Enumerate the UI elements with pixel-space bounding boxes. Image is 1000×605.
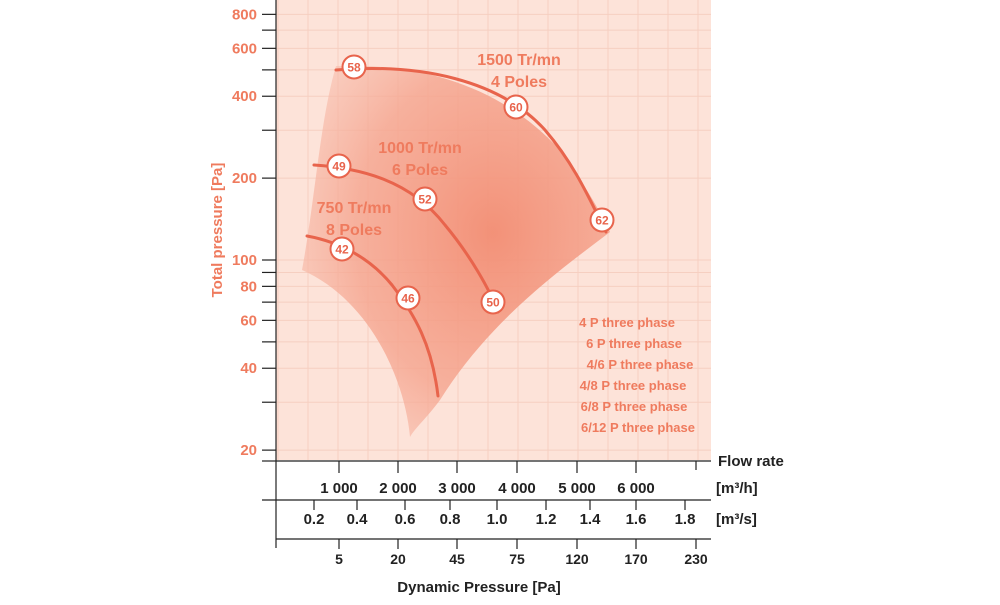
x-ticks: 1 000 2 000 3 000 4 000 5 000 6 000 0.2 0.4 0.6 0… xyxy=(304,461,708,567)
legend-line: 6 P three phase xyxy=(586,336,682,351)
speed-curve-1500 xyxy=(334,67,608,234)
x-tick-label-m3h: 4 000 xyxy=(498,480,536,497)
speed-curve-1000 xyxy=(312,163,500,314)
y-tick-label: 60 xyxy=(240,312,257,329)
noise-marker-label: 62 xyxy=(595,214,609,228)
x-tick-label-dynamic-pressure: 45 xyxy=(449,551,465,567)
flow-rate-title: Flow rate xyxy=(718,453,784,470)
x-tick-label-m3s: 0.8 xyxy=(440,511,461,528)
x-tick-label-m3h: 5 000 xyxy=(558,480,596,497)
x-tick-label-m3h: 2 000 xyxy=(379,480,417,497)
series-label-6-poles: 6 Poles xyxy=(392,162,448,179)
y-tick-label: 800 xyxy=(232,6,257,23)
noise-marker xyxy=(589,207,615,233)
x-tick-label-m3s: 1.6 xyxy=(626,511,647,528)
x-tick-label-m3s: 1.8 xyxy=(675,511,696,528)
y-tick-label: 20 xyxy=(240,442,257,459)
noise-marker xyxy=(395,285,421,311)
x-tick-label-m3s: 0.2 xyxy=(304,511,325,528)
x-tick-label-m3s: 1.4 xyxy=(580,511,602,528)
noise-marker-label: 42 xyxy=(335,243,349,257)
noise-markers: 58 60 62 49 52 50 42 46 xyxy=(326,54,615,315)
y-tick-label: 40 xyxy=(240,360,257,377)
x-tick-label-dynamic-pressure: 170 xyxy=(624,551,648,567)
x-axes xyxy=(262,460,711,548)
x-tick-label-m3s: 0.6 xyxy=(395,511,416,528)
x-tick-label-dynamic-pressure: 20 xyxy=(390,551,406,567)
legend-line: 4/8 P three phase xyxy=(580,378,687,393)
noise-marker xyxy=(412,186,438,212)
y-tick-label: 100 xyxy=(232,252,257,269)
operating-area xyxy=(302,65,610,437)
x-tick-label-m3h: 1 000 xyxy=(320,480,358,497)
m3h-unit: [m³/h] xyxy=(716,480,758,497)
noise-marker xyxy=(326,153,352,179)
noise-marker xyxy=(503,94,529,120)
noise-marker-label: 46 xyxy=(401,292,415,306)
motor-legend: 4 P three phase 6 P three phase 4/6 P th… xyxy=(579,315,695,435)
y-tick-label: 400 xyxy=(232,88,257,105)
y-tick-label: 80 xyxy=(240,278,257,295)
noise-marker-label: 49 xyxy=(332,160,346,174)
noise-marker-label: 58 xyxy=(347,61,361,75)
y-axis: 20 40 60 80 100 200 400 600 800 xyxy=(232,0,277,460)
x-tick-label-m3h: 6 000 xyxy=(617,480,655,497)
noise-marker xyxy=(341,54,367,80)
legend-line: 6/12 P three phase xyxy=(581,420,695,435)
series-label-750: 750 Tr/mn xyxy=(317,200,392,217)
dynamic-pressure-label: Dynamic Pressure [Pa] xyxy=(397,579,560,596)
x-tick-label-dynamic-pressure: 230 xyxy=(684,551,708,567)
x-tick-label-m3h: 3 000 xyxy=(438,480,476,497)
m3s-unit: [m³/s] xyxy=(716,511,757,528)
series-label-4-poles: 4 Poles xyxy=(491,74,547,91)
x-tick-label-m3s: 1.2 xyxy=(536,511,557,528)
x-tick-label-m3s: 1.0 xyxy=(487,511,508,528)
noise-marker xyxy=(329,236,355,262)
series-labels: 1500 Tr/mn 4 Poles 1000 Tr/mn 6 Poles 75… xyxy=(317,52,561,239)
x-tick-label-dynamic-pressure: 5 xyxy=(335,551,343,567)
series-label-1500: 1500 Tr/mn xyxy=(477,52,561,69)
y-tick-label: 600 xyxy=(232,40,257,57)
noise-marker-label: 60 xyxy=(509,101,523,115)
x-tick-label-dynamic-pressure: 75 xyxy=(509,551,525,567)
x-tick-label-m3s: 0.4 xyxy=(347,511,369,528)
series-label-8-poles: 8 Poles xyxy=(326,222,382,239)
legend-line: 4/6 P three phase xyxy=(587,357,694,372)
series-label-1000: 1000 Tr/mn xyxy=(378,140,462,157)
noise-marker-label: 52 xyxy=(418,193,432,207)
y-tick-label: 200 xyxy=(232,170,257,187)
x-tick-label-dynamic-pressure: 120 xyxy=(565,551,589,567)
legend-line: 4 P three phase xyxy=(579,315,675,330)
y-axis-label: Total pressure [Pa] xyxy=(209,163,226,298)
noise-marker-label: 50 xyxy=(486,296,500,310)
legend-line: 6/8 P three phase xyxy=(581,399,688,414)
noise-marker xyxy=(480,289,506,315)
